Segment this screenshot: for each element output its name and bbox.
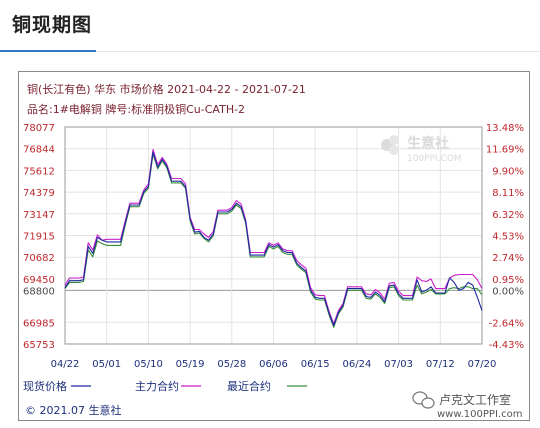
chart-header-line-1: 铜(长江有色) 华东 市场价格 2021-04-22 - 2021-07-21 bbox=[27, 82, 306, 96]
y-tick-label-left: 65753 bbox=[23, 340, 55, 351]
y-tick-label-left: 75612 bbox=[23, 166, 55, 177]
y-tick-label-right: 0.00% bbox=[492, 286, 524, 297]
y-tick-label-right: -2.64% bbox=[489, 318, 524, 329]
x-tick-label: 07/20 bbox=[468, 359, 497, 370]
y-tick-label-left: 76844 bbox=[23, 145, 55, 156]
chart-header-line-2: 品名:1#电解铜 牌号:标准阴极铜Cu-CATH-2 bbox=[27, 102, 245, 116]
y-tick-label-right: 0.95% bbox=[492, 275, 524, 286]
x-tick-label: 06/15 bbox=[301, 359, 330, 370]
x-tick-label: 05/01 bbox=[92, 359, 121, 370]
y-tick-label-left: 74379 bbox=[23, 188, 55, 199]
legend-label: 主力合约 bbox=[135, 379, 179, 393]
logo-icon bbox=[381, 135, 399, 155]
x-tick-label: 07/12 bbox=[426, 359, 455, 370]
legend-label: 现货价格 bbox=[23, 379, 67, 393]
x-tick-label: 04/22 bbox=[51, 359, 80, 370]
title-divider bbox=[0, 51, 540, 52]
legend: 现货价格 主力合约 最近合约 bbox=[23, 379, 307, 393]
y-tick-label-left: 78077 bbox=[23, 123, 55, 134]
watermark-brand: 生意社 bbox=[407, 135, 449, 152]
y-tick-label-left: 71915 bbox=[23, 232, 55, 243]
copyright-text: © 2021.07 生意社 bbox=[25, 403, 121, 417]
y-tick-label-left: 73147 bbox=[23, 210, 55, 221]
y-tick-label-right: 11.69% bbox=[486, 145, 524, 156]
legend-label: 最近合约 bbox=[227, 379, 271, 393]
stamp-url: www.100PPI.com bbox=[437, 409, 522, 420]
y-tick-label-right: 4.53% bbox=[492, 232, 524, 243]
wechat-stamp: 卢克文工作室 www.100PPI.com bbox=[412, 391, 522, 420]
series-line bbox=[64, 148, 483, 325]
y-tick-label-right: 2.74% bbox=[492, 253, 524, 264]
plot-area bbox=[64, 126, 483, 345]
y-axis-right: 13.48% 11.69% 9.90% 8.11% 6.32% 4.53% 2.74% 0.9… bbox=[486, 123, 524, 351]
x-axis: 04/22 05/01 05/10 05/19 05/28 06/06 06/15 06/24… bbox=[51, 359, 497, 370]
chart-frame: 铜(长江有色) 华东 市场价格 2021-04-22 - 2021-07-21 … bbox=[18, 71, 530, 421]
y-tick-label-right: 8.11% bbox=[492, 188, 524, 199]
watermark-url: 100PPI.COM bbox=[407, 154, 462, 164]
series-line bbox=[64, 151, 483, 327]
series-lines bbox=[64, 148, 483, 328]
page-title: 铜现期图 bbox=[12, 14, 93, 36]
y-axis-left: 78077 76844 75612 74379 73147 71915 70682 69450… bbox=[23, 123, 55, 351]
y-tick-label-right: -4.43% bbox=[489, 340, 524, 351]
stamp-name: 卢克文工作室 bbox=[439, 392, 511, 407]
y-tick-label-left: 69450 bbox=[23, 275, 55, 286]
x-tick-label: 05/19 bbox=[176, 359, 205, 370]
y-tick-label-left: 70682 bbox=[23, 253, 55, 264]
series-line bbox=[64, 153, 483, 328]
title-underline bbox=[0, 50, 96, 52]
wechat-icon bbox=[412, 391, 435, 409]
y-tick-label-left: 68800 bbox=[23, 286, 55, 297]
y-tick-label-right: 13.48% bbox=[486, 123, 524, 134]
x-tick-label: 05/28 bbox=[217, 359, 246, 370]
y-tick-label-right: 6.32% bbox=[492, 210, 524, 221]
y-tick-label-left: 66985 bbox=[23, 318, 55, 329]
x-tick-label: 06/06 bbox=[259, 359, 288, 370]
x-tick-label: 07/03 bbox=[384, 359, 413, 370]
x-tick-label: 06/24 bbox=[342, 359, 371, 370]
y-tick-label-right: 9.90% bbox=[492, 166, 524, 177]
copper-price-chart: 铜(长江有色) 华东 市场价格 2021-04-22 - 2021-07-21 … bbox=[23, 82, 524, 420]
x-tick-label: 05/10 bbox=[134, 359, 163, 370]
watermark-logo: 生意社 100PPI.COM bbox=[381, 135, 462, 164]
